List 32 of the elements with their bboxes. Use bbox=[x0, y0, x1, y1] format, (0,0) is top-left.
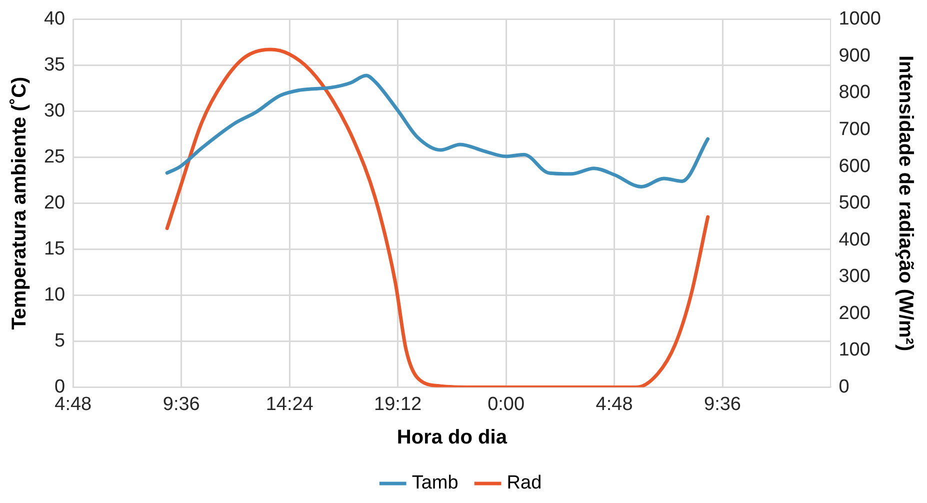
y2-tick-label: 100 bbox=[838, 340, 870, 361]
y-tick-label: 20 bbox=[44, 192, 66, 214]
x-tick-label: 19:12 bbox=[374, 394, 422, 415]
y-tick-label: 15 bbox=[44, 238, 66, 260]
y-tick-label: 40 bbox=[44, 8, 66, 30]
x-tick-label: 14:24 bbox=[266, 394, 314, 415]
y2-tick-label: 400 bbox=[838, 229, 870, 250]
y2-axis-title: Intensidade de radiação (W/m²) bbox=[894, 55, 916, 352]
x-tick-label: 9:36 bbox=[704, 394, 741, 415]
y-tick-label: 5 bbox=[54, 330, 66, 352]
y2-tick-label: 700 bbox=[838, 118, 870, 140]
y2-tick-label: 1000 bbox=[838, 8, 882, 30]
y-axis-title: Temperatura ambiente (˚C) bbox=[8, 76, 31, 330]
y2-tick-label: 500 bbox=[838, 192, 870, 214]
y-tick-label: 35 bbox=[44, 54, 66, 76]
y-tick-label: 10 bbox=[44, 284, 66, 306]
line-series bbox=[165, 74, 710, 188]
y2-tick-label: 0 bbox=[838, 376, 850, 398]
x-axis-title: Hora do dia bbox=[396, 426, 508, 449]
x-tick-label: 4:48 bbox=[596, 394, 633, 415]
y-tick-label: 30 bbox=[44, 100, 66, 122]
x-tick-label: 9:36 bbox=[162, 394, 200, 415]
legend-label: Tamb bbox=[412, 472, 458, 494]
y2-tick-label: 900 bbox=[838, 45, 870, 66]
y2-tick-label: 800 bbox=[838, 82, 870, 104]
y2-tick-label: 300 bbox=[838, 266, 870, 288]
y2-tick-label: 600 bbox=[838, 156, 870, 177]
x-tick-label: 0:00 bbox=[488, 394, 525, 415]
line-series bbox=[165, 48, 710, 388]
y-tick-label: 25 bbox=[44, 146, 66, 168]
legend-label: Rad bbox=[506, 472, 542, 494]
y2-tick-label: 200 bbox=[838, 302, 870, 324]
